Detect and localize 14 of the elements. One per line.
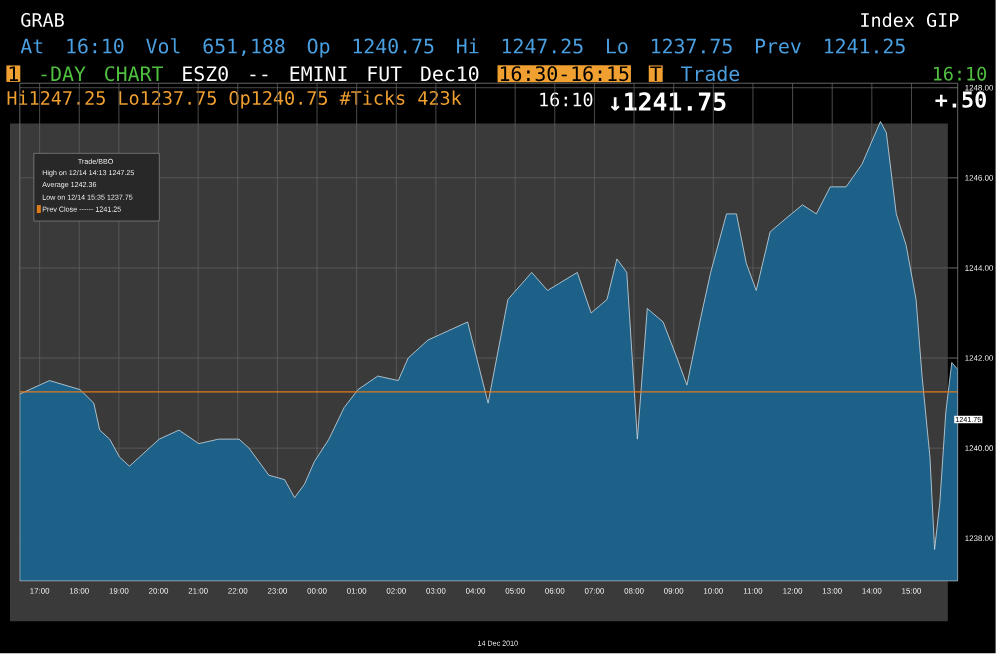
- text: 1: [9, 66, 18, 82]
- annotation: Hi1247.25 Lo1237.75 Op1240.75 #Ticks 423k: [7, 91, 462, 109]
- text: GRAB: [21, 13, 64, 28]
- text: At 16:10 Vol 651,188 Op 1240.75 Hi 1247.25 Lo 1237.75 Prev 1241.25: [20, 38, 905, 58]
- annotation: 16:10: [540, 93, 593, 107]
- text: Trade: [681, 66, 740, 82]
- annotation: +.50: [935, 91, 986, 109]
- text: -DAY CHART: [41, 66, 164, 82]
- text: ESZ0 -- EMINI FUT Dec10: [183, 66, 479, 82]
- text: 16:30-16:15: [500, 66, 629, 82]
- text: T: [650, 66, 662, 82]
- annotation: ↓1241.75: [610, 92, 726, 112]
- text: Index GIP: [861, 13, 959, 28]
- text: 16:10: [933, 67, 987, 82]
